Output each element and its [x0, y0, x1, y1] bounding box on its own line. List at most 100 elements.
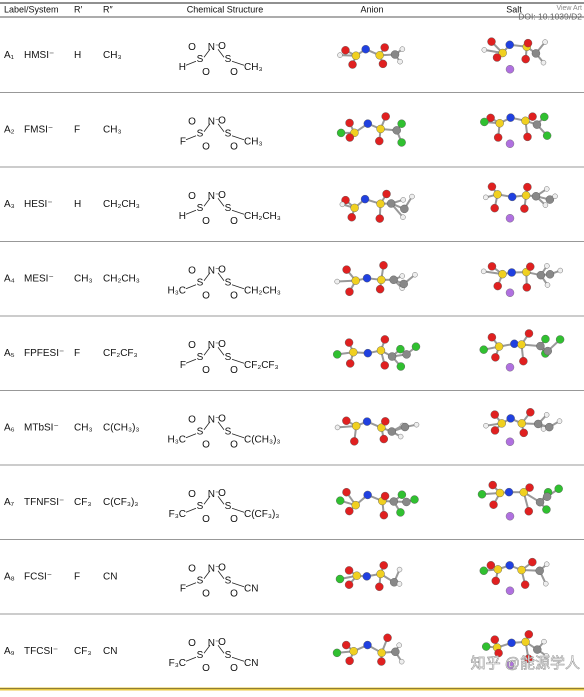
atom-ball — [532, 49, 540, 57]
lithium-ball — [506, 214, 514, 222]
atom-ball — [518, 419, 526, 427]
atom-ball — [506, 561, 514, 569]
row-label: A₃ — [4, 199, 15, 210]
row-r1: CF₃ — [74, 497, 91, 508]
atom-label: O — [188, 116, 196, 127]
atom-label: O — [230, 67, 238, 78]
atom-label: S — [197, 128, 204, 139]
atom-ball — [529, 113, 537, 121]
atom-ball — [557, 419, 562, 424]
atom-ball — [398, 120, 406, 128]
atom-ball — [491, 204, 499, 212]
atom-ball — [384, 634, 392, 642]
atom-label: O — [230, 588, 238, 599]
right-group: CN — [244, 583, 258, 594]
atom-ball — [543, 203, 548, 208]
atom-ball — [352, 52, 360, 60]
atom-ball — [381, 44, 389, 52]
atom-ball — [520, 429, 528, 437]
atom-ball — [350, 437, 358, 445]
atom-ball — [390, 276, 398, 284]
atom-ball — [521, 117, 529, 125]
atom-ball — [377, 276, 385, 284]
atom-ball — [400, 205, 408, 213]
atom-ball — [346, 119, 354, 127]
atom-ball — [361, 195, 369, 203]
atom-label: S — [197, 203, 204, 214]
atom-ball — [533, 121, 541, 129]
atom-ball — [362, 45, 370, 53]
row-r2: CN — [103, 646, 117, 657]
atom-ball — [410, 194, 415, 199]
atom-ball — [488, 38, 496, 46]
atom-ball — [480, 346, 488, 354]
atom-ball — [498, 270, 506, 278]
atom-ball — [333, 350, 341, 358]
right-group: CF₂CF₃ — [244, 360, 279, 371]
row-label: A₂ — [4, 124, 15, 135]
atom-label: S — [225, 352, 232, 363]
atom-ball — [525, 507, 533, 515]
left-group: F₃C — [169, 658, 186, 669]
atom-ball — [506, 41, 514, 49]
atom-ball — [387, 199, 395, 207]
atom-ball — [540, 113, 548, 121]
atom-ball — [342, 488, 350, 496]
atom-label: O — [230, 216, 238, 227]
atom-ball — [508, 639, 516, 647]
atom-ball — [363, 572, 371, 580]
left-group: H₃C — [167, 434, 186, 445]
atom-ball — [493, 190, 501, 198]
atom-label: O — [202, 663, 210, 674]
atom-ball — [345, 288, 353, 296]
row-r1: H — [74, 199, 81, 210]
atom-ball — [375, 583, 383, 591]
atom-label: S — [197, 650, 204, 661]
atom-ball — [400, 280, 408, 288]
atom-ball — [400, 215, 405, 220]
atom-ball — [375, 137, 383, 145]
atom-ball — [519, 357, 527, 365]
row-name: FPFESI⁻ — [24, 348, 64, 359]
atom-ball — [346, 359, 354, 367]
atom-ball — [377, 200, 385, 208]
atom-label: S — [225, 203, 232, 214]
atom-ball — [411, 496, 419, 504]
header-r1: R′ — [74, 4, 82, 14]
atom-ball — [533, 646, 541, 654]
atom-ball — [378, 649, 386, 657]
atom-ball — [346, 657, 354, 665]
atom-ball — [541, 335, 549, 343]
right-group: C(CH₃)₃ — [244, 434, 280, 445]
atom-label: O — [218, 413, 226, 424]
atom-ball — [496, 119, 504, 127]
atom-ball — [537, 271, 545, 279]
lithium-ball — [506, 587, 514, 595]
row-label: A₉ — [4, 646, 15, 657]
atom-ball — [379, 60, 387, 68]
left-group: F — [180, 583, 186, 594]
atom-ball — [391, 648, 399, 656]
atom-ball — [345, 566, 353, 574]
atom-ball — [526, 484, 534, 492]
atom-ball — [525, 329, 533, 337]
atom-ball — [491, 636, 499, 644]
atom-ball — [398, 434, 403, 439]
atom-ball — [377, 125, 385, 133]
atom-label: S — [197, 575, 204, 586]
atom-ball — [343, 266, 351, 274]
row-r2: CF₂CF₃ — [103, 348, 138, 359]
atom-ball — [544, 412, 549, 417]
atom-label: S — [225, 426, 232, 437]
atom-ball — [352, 277, 360, 285]
atom-label: O — [230, 290, 238, 301]
atom-ball — [480, 567, 488, 575]
atom-ball — [489, 481, 497, 489]
atom-label: O — [218, 488, 226, 499]
atom-ball — [397, 643, 402, 648]
atom-ball — [488, 262, 496, 270]
atom-ball — [346, 134, 354, 142]
atom-ball — [333, 649, 341, 657]
right-group: CH₂CH₃ — [244, 211, 281, 222]
